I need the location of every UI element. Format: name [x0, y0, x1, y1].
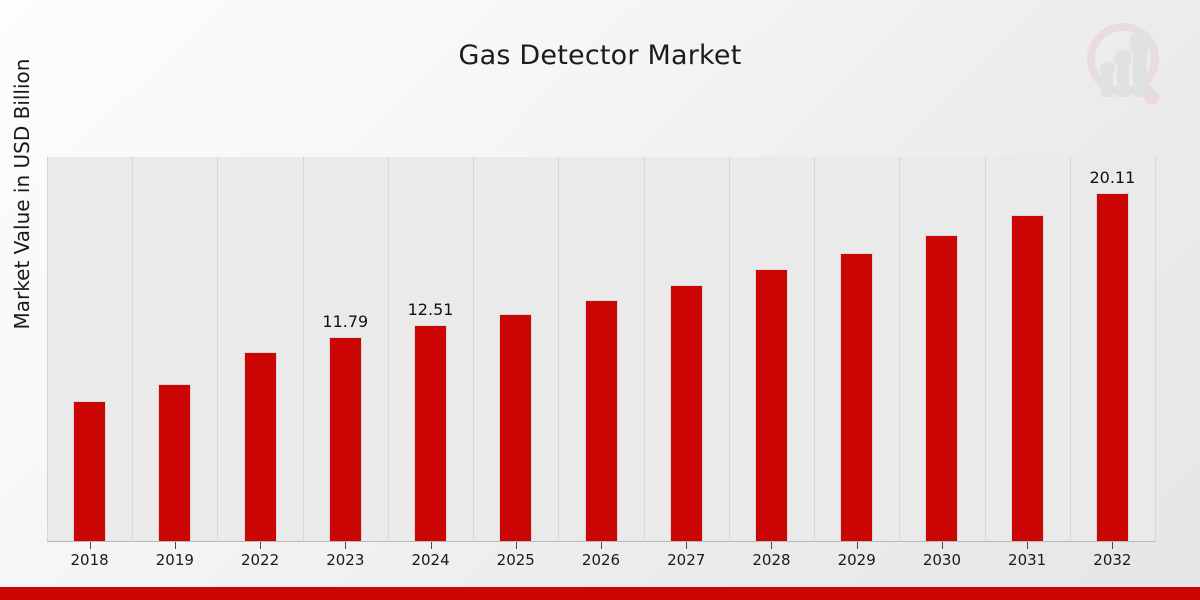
x-axis-label-2026: 2026: [581, 551, 621, 569]
bar-value-label-2024: 12.51: [407, 300, 454, 319]
bar-2029: [840, 253, 874, 541]
magnifier-bar-chart-logo: [1076, 17, 1176, 109]
x-axis-label-2028: 2028: [752, 551, 791, 569]
x-axis-tick: [686, 542, 688, 549]
x-axis-tick: [515, 542, 517, 549]
gridline: [302, 157, 304, 542]
gridline: [984, 157, 986, 542]
x-axis-label-2025: 2025: [496, 551, 535, 569]
x-axis-tick: [174, 542, 176, 549]
bar-2025: [499, 314, 533, 541]
x-axis-tick: [1027, 542, 1029, 549]
footer-accent-bar: [0, 587, 1200, 600]
gridline: [473, 157, 475, 542]
bar-2024: [414, 325, 448, 541]
bar-2019: [158, 384, 192, 541]
x-axis-label-2032: 2032: [1093, 551, 1132, 569]
bar-2026: [584, 300, 618, 541]
gridline: [558, 157, 560, 542]
gridline: [814, 157, 816, 542]
x-axis-tick: [856, 542, 858, 549]
x-axis-label-2030: 2030: [922, 551, 962, 569]
x-axis-label-2022: 2022: [240, 551, 280, 569]
x-axis-label-2023: 2023: [326, 551, 365, 569]
x-axis-tick: [601, 542, 602, 549]
x-axis-tick: [345, 542, 347, 549]
gridline: [1069, 157, 1071, 542]
gridline: [1155, 157, 1156, 542]
gridline: [47, 157, 48, 542]
y-axis-title: Market Value in USD Billion: [10, 58, 34, 330]
gridline: [132, 157, 134, 542]
bar-2018: [73, 401, 107, 541]
x-axis-label-2027: 2027: [667, 551, 706, 569]
x-axis-label-2018: 2018: [70, 551, 109, 569]
bar-2032: [1095, 193, 1129, 541]
bar-2027: [669, 285, 703, 541]
x-axis-tick: [771, 542, 773, 549]
x-axis-tick: [941, 542, 943, 549]
x-axis-label-2024: 2024: [411, 551, 450, 569]
x-axis-tick: [430, 542, 432, 549]
gridline: [899, 157, 901, 542]
x-axis-label-2019: 2019: [155, 551, 194, 569]
gridline: [728, 157, 730, 542]
bar-2028: [754, 269, 788, 541]
bar-2022: [243, 352, 277, 541]
x-axis-label-2031: 2031: [1008, 551, 1047, 569]
x-axis-tick: [260, 542, 262, 549]
bar-2031: [1010, 215, 1044, 541]
x-axis-tick: [89, 542, 91, 549]
page-title: Gas Detector Market: [458, 40, 742, 71]
gridline: [387, 157, 389, 542]
gridline: [643, 157, 645, 542]
bar-2030: [925, 235, 959, 541]
x-axis-tick: [1112, 542, 1114, 549]
bar-value-label-2032: 20.11: [1089, 168, 1136, 187]
bar-2023: [328, 337, 362, 541]
x-axis-line: [47, 541, 1155, 542]
gridline: [217, 157, 219, 542]
bar-value-label-2023: 11.79: [322, 312, 369, 331]
x-axis-label-2029: 2029: [837, 551, 876, 569]
